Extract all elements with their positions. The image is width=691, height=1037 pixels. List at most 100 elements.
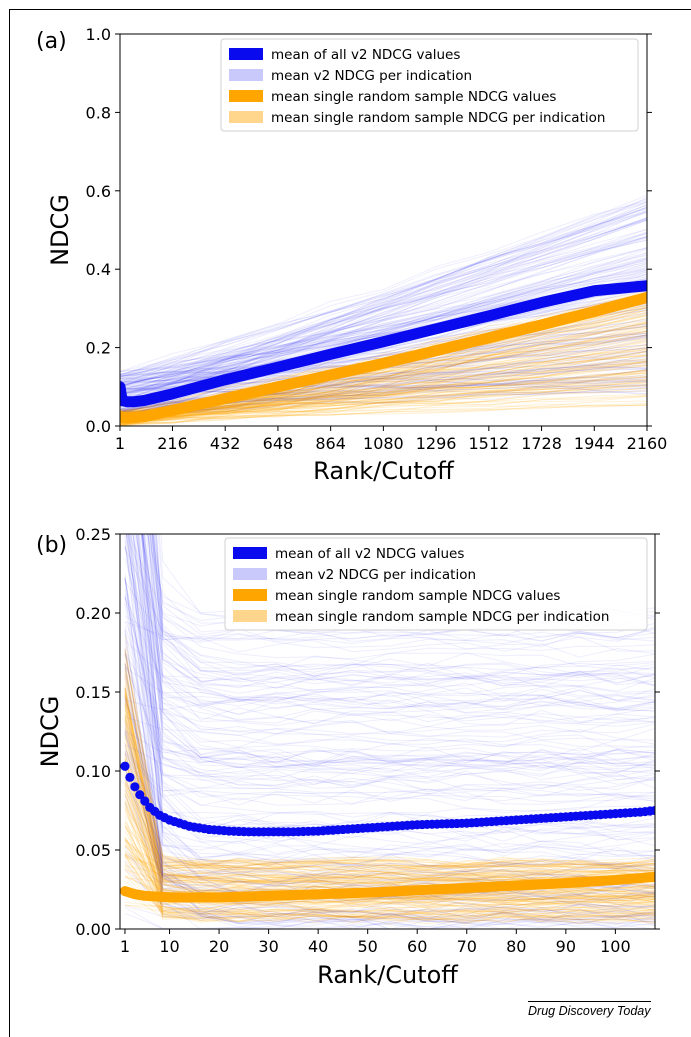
random-per-indication-line <box>120 350 647 423</box>
random-per-indication-line <box>124 904 655 918</box>
v2-per-indication-line <box>120 239 647 378</box>
v2-per-indication-line <box>120 355 647 420</box>
v2-per-indication-line <box>142 534 655 711</box>
random-per-indication-line <box>120 350 647 418</box>
random-per-indication-line <box>120 395 647 411</box>
v2-per-indication-line <box>153 534 655 643</box>
v2-per-indication-line <box>149 534 655 714</box>
mean-series <box>120 761 655 903</box>
random-per-indication-line <box>124 854 655 877</box>
v2-per-indication-line <box>120 229 647 388</box>
v2-per-indication-line <box>120 370 647 416</box>
v2-per-indication-line <box>120 219 647 407</box>
random-per-indication-line <box>124 710 655 870</box>
random-per-indication-line <box>124 799 655 872</box>
random-per-indication-line <box>120 370 647 413</box>
random-per-indication-line <box>124 827 655 868</box>
v2-per-indication-line <box>120 380 647 398</box>
v2-per-indication-line <box>136 534 655 768</box>
v2-per-indication-line <box>120 202 647 402</box>
random-per-indication-line <box>124 776 655 874</box>
random-per-indication-line <box>120 376 647 423</box>
panel-b-chart: 0.00 0.05 0.10 0.15 0.20 0.25 1 10 20 30 40 50 60 70 8… <box>36 525 660 989</box>
v2-per-indication-line <box>120 201 647 399</box>
random-per-indication-line <box>124 856 655 876</box>
v2-per-indication-line <box>120 199 647 385</box>
v2-per-indication-line <box>120 194 647 416</box>
v2-per-indication-line <box>120 197 647 400</box>
v2-per-indication-line <box>120 236 647 396</box>
v2-per-indication-line <box>120 204 647 396</box>
v2-per-indication-line <box>120 385 647 395</box>
random-per-indication-line <box>124 813 655 880</box>
random-per-indication-line <box>120 346 647 424</box>
v2-per-indication-line <box>141 534 655 686</box>
v2-per-indication-line <box>124 573 655 929</box>
v2-per-indication-line <box>127 534 655 927</box>
x-tick-label: 864 <box>315 434 346 453</box>
x-tick-label: 20 <box>209 937 229 956</box>
v2-per-indication-line <box>120 275 647 379</box>
v2-per-indication-line <box>124 546 655 787</box>
random-per-indication-line <box>120 321 647 420</box>
random-per-indication-line <box>124 696 655 866</box>
random-per-indication-line <box>120 359 647 421</box>
x-tick-label: 1 <box>115 434 125 453</box>
random-per-indication-line <box>120 371 647 414</box>
random-per-indication-line <box>120 395 647 417</box>
v2-per-indication-line <box>125 534 655 778</box>
random-per-indication-line <box>120 378 647 423</box>
mean-random-line <box>120 291 647 424</box>
v2-per-indication-line <box>140 534 655 745</box>
random-per-indication-line <box>124 890 655 923</box>
random-per-indication-line <box>120 360 647 426</box>
random-per-indication-line <box>124 876 655 894</box>
random-per-indication-line <box>120 355 647 420</box>
random-per-indication-line <box>121 309 647 426</box>
random-per-indication-line <box>124 669 655 876</box>
x-tick-label: 70 <box>457 937 477 956</box>
v2-per-indication-line <box>135 534 655 712</box>
v2-per-indication-line <box>130 534 655 734</box>
v2-per-indication-line <box>120 236 647 408</box>
y-tick-label: 0.8 <box>86 103 111 122</box>
v2-per-indication-line <box>141 534 655 725</box>
v2-per-indication-line <box>120 293 647 380</box>
y-tick-label: 1.0 <box>86 25 111 44</box>
v2-per-indication-line <box>124 666 655 925</box>
v2-per-indication-line <box>124 558 655 712</box>
x-tick-label: 1080 <box>363 434 404 453</box>
v2-per-indication-line <box>124 652 655 775</box>
random-per-indication-line <box>124 713 655 923</box>
v2-per-indication-line <box>140 534 655 866</box>
v2-per-indication-line <box>147 534 655 693</box>
random-per-indication-line <box>124 840 655 923</box>
v2-per-indication-line <box>124 727 655 830</box>
v2-per-indication-line <box>120 313 647 386</box>
v2-per-indication-line <box>120 297 647 377</box>
random-per-indication-line <box>120 334 647 421</box>
random-per-indication-line <box>120 372 647 419</box>
v2-per-indication-line <box>148 534 655 779</box>
random-per-indication-line <box>124 750 655 922</box>
v2-per-indication-line <box>124 595 655 765</box>
v2-per-indication-line <box>120 368 647 379</box>
v2-per-indication-line <box>120 212 647 378</box>
v2-per-indication-line <box>124 663 655 929</box>
x-tick-label: 432 <box>210 434 241 453</box>
v2-per-indication-line <box>124 603 655 900</box>
random-per-indication-line <box>124 634 655 880</box>
v2-per-indication-line <box>120 371 647 392</box>
random-per-indication-line <box>124 678 655 871</box>
v2-per-indication-line <box>151 534 655 689</box>
random-per-indication-line <box>124 724 655 880</box>
random-per-indication-line <box>124 694 655 870</box>
random-per-indication-line <box>124 673 655 869</box>
x-tick-label: 1728 <box>521 434 562 453</box>
random-per-indication-line <box>120 338 647 419</box>
random-per-indication-line <box>124 774 655 924</box>
v2-per-indication-line <box>125 534 655 804</box>
x-tick-label: 30 <box>258 937 278 956</box>
v2-per-indication-line <box>120 258 647 401</box>
v2-per-indication-line <box>151 534 655 677</box>
